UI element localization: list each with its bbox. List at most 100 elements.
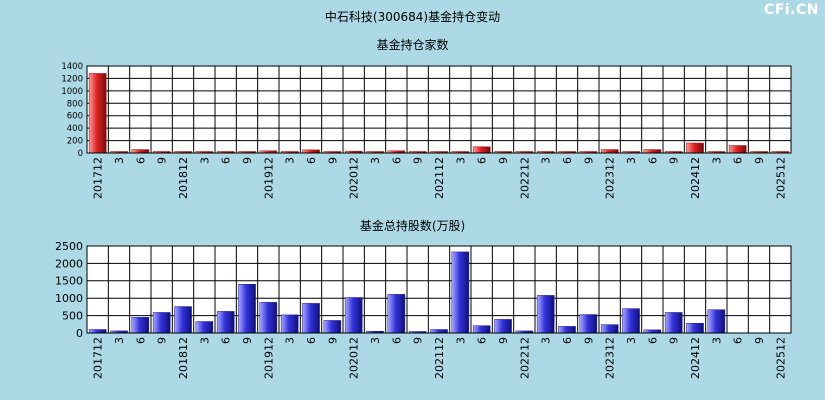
chart2-x-tick-label: 202512 — [774, 337, 787, 379]
chart1-x-tick-label: 6 — [476, 157, 489, 164]
chart1-bar — [131, 149, 150, 154]
chart2-bar — [430, 329, 448, 334]
chart2-x-tick-label: 6 — [732, 337, 745, 344]
chart2-x-tick-label: 3 — [710, 337, 723, 344]
chart1-x-tick-label: 9 — [326, 157, 339, 164]
chart2-x-tick-label: 3 — [454, 337, 467, 344]
chart1-x-tick-label: 6 — [646, 157, 659, 164]
chart1-y-tick-label: 0 — [78, 149, 83, 159]
chart2-x-tick-label: 9 — [156, 337, 169, 344]
chart1-x-tick-label: 201812 — [177, 157, 190, 199]
chart2-x-tick-label: 202412 — [689, 337, 702, 379]
chart2-y-tick-label: 0 — [76, 327, 83, 340]
chart1-x-tick-label: 6 — [390, 157, 403, 164]
chart1-x-tick-label: 202512 — [774, 157, 787, 199]
chart2-bar — [451, 251, 470, 334]
chart2-x-tick-label: 9 — [753, 337, 766, 344]
chart1-bar — [88, 73, 107, 154]
chart1-x-tick-label: 9 — [497, 157, 510, 164]
chart1-x-tick-label: 3 — [198, 157, 211, 164]
chart1-x-tick-label: 9 — [412, 157, 425, 164]
chart1-y-tick-label: 400 — [67, 124, 83, 134]
chart2-x-tick-label: 6 — [390, 337, 403, 344]
chart2-x-tick-label: 6 — [646, 337, 659, 344]
chart2-plot-area — [87, 246, 791, 333]
chart2-y-tick-label: 2500 — [55, 240, 83, 253]
chart1-x-tick-label: 6 — [220, 157, 233, 164]
chart1-x-tick-label: 9 — [753, 157, 766, 164]
chart2-frame — [86, 245, 792, 334]
chart2-bar — [152, 312, 171, 334]
chart2-bar — [131, 317, 150, 334]
chart1-x-tick-label: 202312 — [604, 157, 617, 199]
chart1-y-tick-label: 600 — [67, 112, 83, 122]
chart2-x-tick-label: 202112 — [433, 337, 446, 379]
chart2-x-tick-label: 9 — [668, 337, 681, 344]
chart2-bar — [686, 323, 704, 334]
chart2-y-tick-label: 2000 — [55, 257, 83, 270]
chart1-x-tick-label: 3 — [369, 157, 382, 164]
chart1-x-tick-label: 3 — [625, 157, 638, 164]
chart1-x-tick-label: 201712 — [92, 157, 105, 199]
chart1-x-tick-label: 202412 — [689, 157, 702, 199]
chart2-title: 基金总持股数(万股) — [359, 219, 466, 233]
chart2-y-tick-label: 500 — [62, 309, 83, 322]
page-title: 中石科技(300684)基金持仓变动 — [324, 10, 501, 24]
chart2-x-tick-label: 3 — [284, 337, 297, 344]
chart2-bar — [302, 303, 320, 334]
chart2-y-tick-label: 1000 — [55, 292, 83, 305]
chart2-total-shares: 0 500 1000 1500 2000 2500 201712 3 6 9 201812 3 6 9 20… — [55, 240, 792, 379]
chart2-x-tick-label: 6 — [134, 337, 147, 344]
chart2-x-tick-label: 202212 — [518, 337, 531, 379]
chart2-bar — [323, 320, 342, 334]
chart2-bar — [536, 295, 555, 334]
chart1-x-tick-label: 6 — [561, 157, 574, 164]
chart2-x-tick-label: 3 — [625, 337, 638, 344]
chart1-bar — [686, 142, 704, 154]
chart2-x-tick-label: 201812 — [177, 337, 190, 379]
chart1-y-tick-label: 800 — [67, 99, 83, 109]
chart1-y-tick-label: 1400 — [61, 62, 83, 72]
chart1-x-tick-label: 202212 — [518, 157, 531, 199]
chart1-x-tick-label: 201912 — [262, 157, 275, 199]
chart1-x-tick-label: 6 — [305, 157, 318, 164]
chart2-x-tick-label: 9 — [326, 337, 339, 344]
chart1-holdings-count: 0 200 400 600 800 1000 1200 1400 201712 3 6 9 201812… — [61, 62, 792, 199]
chart2-bar — [344, 297, 363, 334]
chart2-y-tick-label: 1500 — [55, 275, 83, 288]
chart2-x-tick-label: 9 — [241, 337, 254, 344]
chart2-x-tick-label: 9 — [582, 337, 595, 344]
chart2-bar — [707, 309, 726, 334]
chart2-x-tick-label: 3 — [198, 337, 211, 344]
chart1-y-tick-label: 1000 — [61, 87, 83, 97]
chart2-bar — [174, 306, 192, 334]
chart2-x-tick-label: 3 — [113, 337, 126, 344]
chart1-x-tick-label: 3 — [454, 157, 467, 164]
chart1-x-tick-label: 6 — [732, 157, 745, 164]
chart1-bar — [643, 149, 662, 154]
chart2-bar — [195, 321, 214, 334]
chart2-x-tick-label: 201912 — [262, 337, 275, 379]
chart1-y-tick-label: 1200 — [61, 74, 83, 84]
chart2-x-tick-label: 6 — [476, 337, 489, 344]
chart2-bar — [600, 324, 619, 334]
chart1-x-tick-label: 3 — [710, 157, 723, 164]
chart2-x-tick-label: 6 — [561, 337, 574, 344]
chart2-x-tick-label: 9 — [412, 337, 425, 344]
chart1-bar — [600, 149, 619, 154]
chart2-bar — [238, 284, 256, 334]
chart2-x-tick-label: 201712 — [92, 337, 105, 379]
chart1-x-tick-label: 9 — [241, 157, 254, 164]
chart2-x-tick-label: 202312 — [604, 337, 617, 379]
chart1-x-tick-label: 202112 — [433, 157, 446, 199]
chart1-x-tick-label: 9 — [582, 157, 595, 164]
chart2-x-tick-label: 3 — [540, 337, 553, 344]
chart2-bar — [664, 312, 683, 334]
chart2-bar — [472, 325, 491, 334]
chart1-bar — [728, 145, 747, 154]
chart1-frame — [86, 65, 792, 154]
watermark-logo: CFi.CN — [764, 2, 819, 18]
chart2-x-tick-label: 9 — [497, 337, 510, 344]
chart1-x-tick-label: 3 — [113, 157, 126, 164]
